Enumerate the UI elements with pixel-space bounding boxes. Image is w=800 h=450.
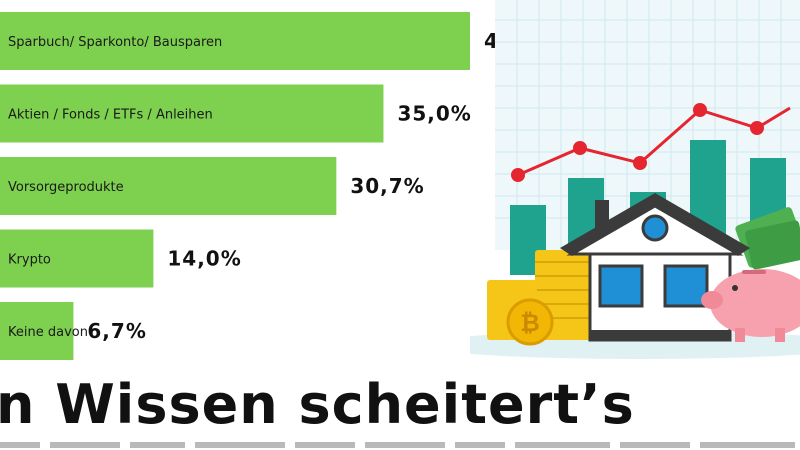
bar — [0, 157, 337, 215]
bar-category-label: Krypto — [8, 253, 51, 268]
finance-illustration: ₿ — [470, 0, 800, 359]
line-chart-icon — [511, 103, 791, 182]
bar-chart: Sparbuch/ Sparkonto/ Bausparen42,9%Aktie… — [0, 12, 557, 360]
bar — [0, 84, 384, 143]
bar-value-label: 35,0% — [397, 102, 471, 126]
bar-value-label: 6,7% — [87, 319, 146, 343]
bar-category-label: Aktien / Fonds / ETFs / Anleihen — [8, 108, 213, 123]
money-icon — [735, 207, 800, 270]
bar-category-label: Sparbuch/ Sparkonto/ Bausparen — [8, 35, 222, 50]
bar-value-label: 14,0% — [167, 247, 241, 271]
bitcoin-icon: ₿ — [506, 298, 554, 346]
headline: n Wissen scheitert’s — [0, 373, 635, 436]
bar — [0, 302, 74, 360]
svg-text:₿: ₿ — [520, 309, 540, 337]
bar — [0, 12, 470, 70]
cut-off-text-line — [0, 442, 795, 448]
piggy-bank-icon — [701, 269, 800, 342]
house-icon — [560, 193, 750, 342]
bar — [0, 229, 154, 288]
bar-value-label: 30,7% — [350, 174, 424, 198]
bar-category-label: Keine davon — [8, 325, 88, 340]
bar-category-label: Vorsorgeprodukte — [8, 180, 124, 195]
